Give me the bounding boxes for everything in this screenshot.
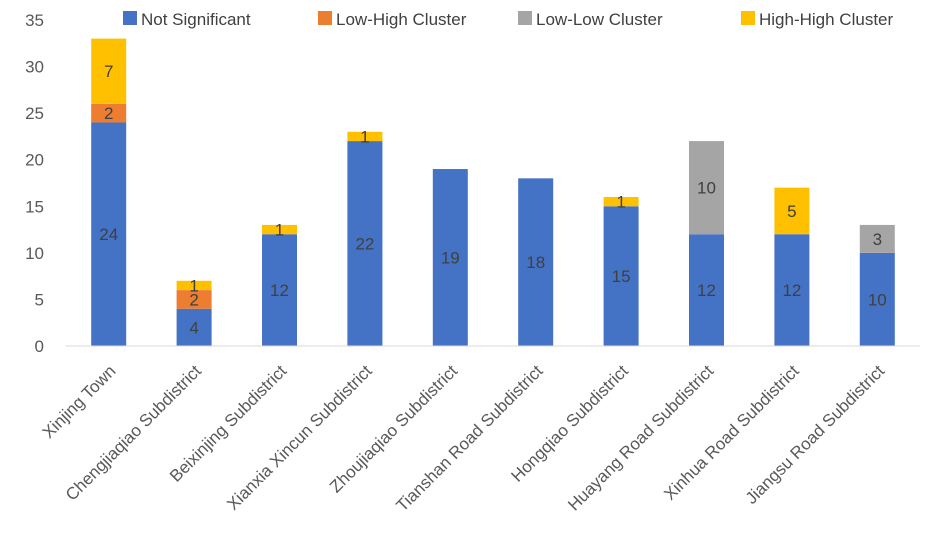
legend: Not Significant Low-High Cluster Low-Low C…	[123, 10, 893, 29]
legend-swatch	[741, 11, 755, 25]
x-category-label: Tianshan Road Subdistrict	[393, 361, 547, 515]
legend-label: Not Significant	[141, 10, 251, 29]
bar-segment	[262, 234, 297, 346]
bar-segment	[432, 169, 468, 346]
bar-segment	[689, 141, 724, 235]
data-label: 2	[104, 104, 113, 123]
data-label: 7	[104, 62, 113, 81]
data-label: 12	[697, 281, 716, 300]
data-label: 4	[189, 318, 198, 337]
bar-segment	[176, 280, 212, 291]
data-label: 10	[868, 290, 887, 309]
data-label: 18	[526, 253, 545, 272]
bar-segment	[603, 206, 639, 346]
legend-swatch	[518, 11, 532, 25]
legend-swatch	[318, 11, 332, 25]
legend-swatch	[123, 11, 137, 25]
bar-segment	[518, 178, 554, 346]
y-tick-label: 15	[25, 197, 44, 216]
bar-segment	[603, 196, 639, 207]
legend-label: Low-Low Cluster	[536, 10, 663, 29]
x-category-label: Chengjiaqiao Subdistrict	[62, 361, 205, 504]
data-label: 5	[787, 202, 796, 221]
data-label: 1	[616, 193, 625, 212]
data-label: 22	[355, 235, 374, 254]
bar-segment	[176, 308, 212, 346]
data-label: 3	[873, 230, 882, 249]
data-label: 24	[99, 225, 118, 244]
data-label: 12	[782, 281, 801, 300]
bar-segment	[859, 224, 895, 253]
bar-segment	[347, 131, 383, 142]
legend-label: Low-High Cluster	[336, 10, 467, 29]
bar-segment	[262, 224, 297, 235]
y-tick-label: 20	[25, 151, 44, 170]
x-category-label: Jiangsu Road Subdistrict	[742, 361, 889, 508]
x-category-label: Xianxia Xincun Subdistrict	[223, 361, 376, 514]
data-label: 12	[270, 281, 289, 300]
legend-label: High-High Cluster	[759, 10, 893, 29]
data-label: 15	[612, 267, 631, 286]
data-label: 1	[275, 221, 284, 240]
x-category-label: Xinjing Town	[39, 361, 120, 442]
y-tick-label: 0	[35, 337, 44, 356]
data-label: 19	[441, 249, 460, 268]
bar-segment	[859, 252, 895, 346]
bar-segment	[347, 141, 383, 346]
bars	[91, 38, 895, 346]
y-tick-label: 10	[25, 244, 44, 263]
x-category-label: Huayang Road Subdistrict	[564, 361, 717, 514]
data-label: 1	[189, 276, 198, 295]
bar-segment	[91, 38, 127, 104]
y-tick-label: 25	[25, 104, 44, 123]
bar-segment	[774, 187, 810, 235]
bar-segment	[176, 290, 212, 309]
bar-segment	[91, 103, 127, 123]
data-label: 1	[360, 127, 369, 146]
y-tick-label: 30	[25, 58, 44, 77]
y-tick-label: 5	[35, 290, 44, 309]
data-label: 10	[697, 179, 716, 198]
y-axis: 0 5 10 15 20 25 30 35	[25, 11, 44, 356]
y-tick-label: 35	[25, 11, 44, 30]
data-label: 2	[189, 290, 198, 309]
bar-segment	[689, 234, 724, 346]
bar-segment	[774, 234, 810, 346]
bar-segment	[91, 122, 127, 346]
